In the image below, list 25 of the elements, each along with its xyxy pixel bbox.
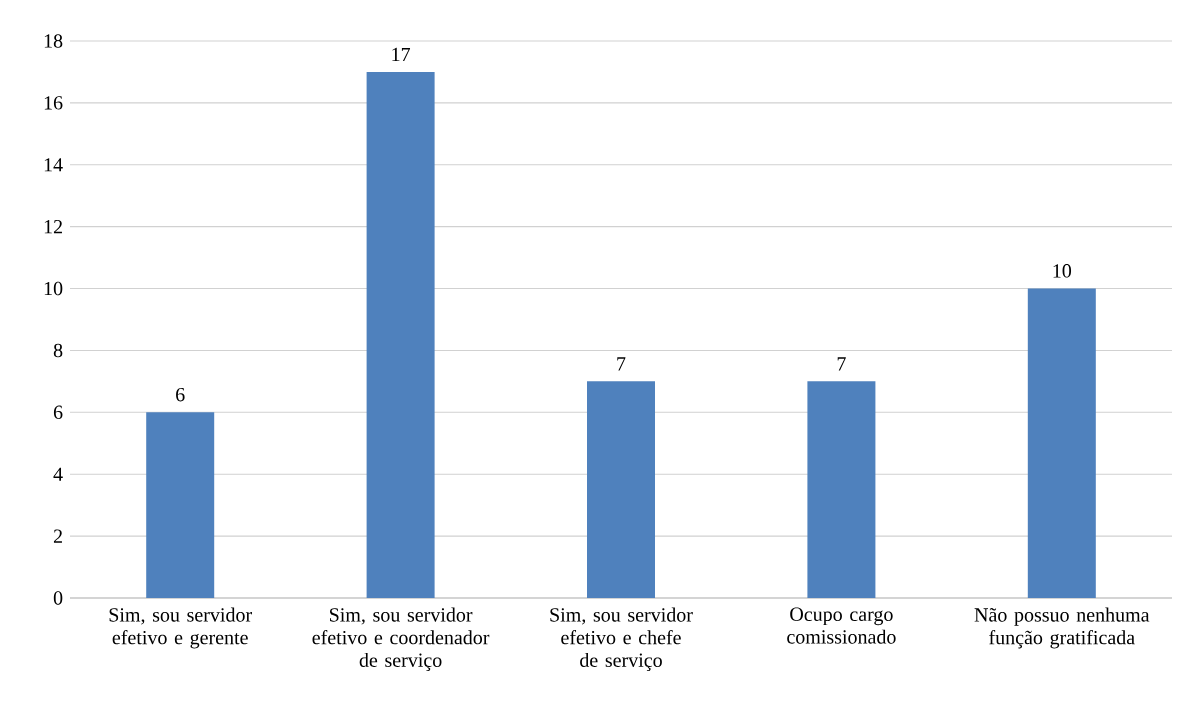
y-tick-label: 18 [44,34,63,48]
y-tick-label: 8 [53,343,63,358]
bar [587,381,656,598]
x-tick-label: Sim, sou servidor efetivo e chefe de serviço [550,607,693,672]
data-label: 10 [1053,264,1072,278]
x-tick-label: Sim, sou servidor efetivo e coordenador de serviço [312,607,490,672]
y-tick-label: 4 [53,467,63,481]
data-label: 6 [176,387,185,402]
y-tick-label: 12 [44,220,62,234]
y-tick-label: 10 [44,281,63,296]
bar [366,71,435,598]
bar [1027,288,1096,598]
bar [146,412,215,598]
y-tick-label: 2 [53,529,62,543]
y-tick-label: 0 [53,591,63,605]
x-tick-label: Não possuo nenhuma função gratificada [974,607,1150,649]
x-tick-label: Ocupo cargo comissionado [787,607,896,644]
x-tick-label: Sim, sou servidor efetivo e gerente [109,607,252,649]
bar [807,381,876,598]
data-label: 17 [392,47,411,61]
data-label: 7 [837,357,846,371]
y-tick-label: 6 [53,405,63,420]
y-tick-label: 14 [44,158,63,172]
data-label: 7 [617,357,626,371]
y-tick-label: 16 [44,96,63,110]
